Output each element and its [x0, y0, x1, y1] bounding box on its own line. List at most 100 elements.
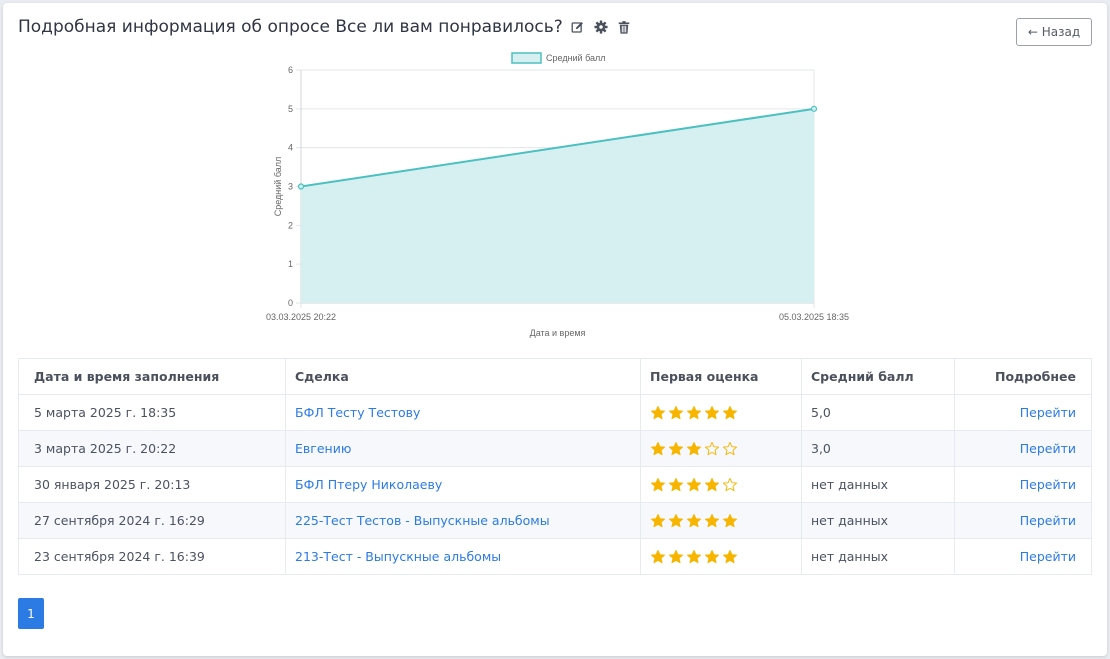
y-tick-label: 4 [288, 143, 293, 153]
row-deal-cell: 225-Тест Тестов - Выпускные альбомы [285, 502, 641, 539]
star-icon [705, 549, 719, 563]
star-icon [723, 441, 737, 455]
data-point[interactable] [297, 183, 305, 190]
row-first-rating [640, 394, 802, 431]
y-axis-title: Средний балл [273, 157, 283, 217]
details-link[interactable]: Перейти [1019, 405, 1076, 420]
line-chart: 0 1 2 3 4 5 6 03.03.2025 20:22 05.03.2025 18:35 Д… [266, 52, 849, 338]
y-tick-label: 1 [288, 259, 293, 269]
row-deal-cell: Евгению [285, 430, 641, 467]
edit-icon[interactable] [570, 19, 586, 35]
trash-icon[interactable] [616, 19, 632, 35]
star-icon [651, 477, 665, 491]
star-icon [705, 405, 719, 419]
details-link[interactable]: Перейти [1019, 549, 1076, 564]
deal-link[interactable]: БФЛ Птеру Николаеву [295, 477, 443, 492]
star-icon [687, 513, 701, 527]
star-icon [669, 513, 683, 527]
row-avg: нет данных [801, 502, 955, 539]
rating-stars [650, 405, 738, 421]
details-link[interactable]: Перейти [1019, 441, 1076, 456]
row-avg: нет данных [801, 538, 955, 575]
row-details-cell: Перейти [954, 502, 1092, 539]
row-date: 23 сентября 2024 г. 16:39 [18, 538, 286, 575]
pagination-page-button[interactable]: 1 [18, 598, 44, 629]
row-details-cell: Перейти [954, 430, 1092, 467]
star-icon [723, 477, 737, 491]
y-tick-label: 5 [288, 104, 293, 114]
row-details-cell: Перейти [954, 394, 1092, 431]
row-first-rating [640, 430, 802, 467]
col-details-header: Подробнее [954, 358, 1092, 395]
row-date: 27 сентября 2024 г. 16:29 [18, 502, 286, 539]
row-avg: 3,0 [801, 430, 955, 467]
col-deal-header: Сделка [285, 358, 641, 395]
details-link[interactable]: Перейти [1019, 513, 1076, 528]
y-tick-label: 2 [288, 220, 293, 230]
data-point[interactable] [810, 105, 818, 112]
y-tick-label: 0 [288, 298, 293, 308]
table-header-row: Дата и время заполнения Сделка Первая оц… [18, 358, 1092, 395]
chart: 0 1 2 3 4 5 6 03.03.2025 20:22 05.03.2025 18:35 Д… [258, 47, 858, 347]
star-icon [705, 441, 719, 455]
star-icon [687, 549, 701, 563]
responses-table-wrap: Дата и время заполнения Сделка Первая оц… [18, 358, 1092, 575]
back-button[interactable]: ← Назад [1016, 18, 1092, 46]
star-icon [687, 441, 701, 455]
row-details-cell: Перейти [954, 466, 1092, 503]
x-tick-label: 03.03.2025 20:22 [266, 312, 336, 322]
series-line [300, 107, 815, 188]
row-details-cell: Перейти [954, 538, 1092, 575]
row-date: 5 марта 2025 г. 18:35 [18, 394, 286, 431]
deal-link[interactable]: БФЛ Тесту Тестову [295, 405, 421, 420]
star-icon [687, 405, 701, 419]
row-first-rating [640, 538, 802, 575]
star-icon [651, 549, 665, 563]
star-icon [669, 441, 683, 455]
table-row: 23 сентября 2024 г. 16:39 213-Тест - Выпу… [18, 538, 1092, 575]
star-icon [687, 477, 701, 491]
star-icon [705, 477, 719, 491]
row-deal-cell: БФЛ Птеру Николаеву [285, 466, 641, 503]
rating-stars [650, 477, 738, 493]
table-row: 30 января 2025 г. 20:13 БФЛ Птеру Николае… [18, 466, 1092, 503]
rating-stars [650, 441, 738, 457]
gear-icon[interactable] [593, 19, 609, 35]
rating-stars [650, 513, 738, 529]
rating-stars [650, 549, 738, 565]
series-area [301, 108, 814, 303]
deal-link[interactable]: Евгению [295, 441, 352, 456]
legend-swatch[interactable] [511, 52, 542, 64]
row-deal-cell: 213-Тест - Выпускные альбомы [285, 538, 641, 575]
star-icon [651, 405, 665, 419]
y-tick-label: 6 [288, 65, 293, 75]
page-title: Подробная информация об опросе Все ли ва… [18, 17, 563, 37]
row-date: 30 января 2025 г. 20:13 [18, 466, 286, 503]
deal-link[interactable]: 225-Тест Тестов - Выпускные альбомы [295, 513, 550, 528]
y-tick-label: 3 [288, 182, 293, 192]
x-tick-label: 05.03.2025 18:35 [779, 312, 849, 322]
responses-table: Дата и время заполнения Сделка Первая оц… [18, 358, 1092, 575]
deal-link[interactable]: 213-Тест - Выпускные альбомы [295, 549, 502, 564]
table-row: 27 сентября 2024 г. 16:29 225-Тест Тестов… [18, 502, 1092, 539]
row-date: 3 марта 2025 г. 20:22 [18, 430, 286, 467]
details-link[interactable]: Перейти [1019, 477, 1076, 492]
row-first-rating [640, 466, 802, 503]
row-first-rating [640, 502, 802, 539]
table-row: 3 марта 2025 г. 20:22 Евгению 3,0 Перейти [18, 430, 1092, 467]
star-icon [705, 513, 719, 527]
legend-label: Средний балл [546, 53, 606, 63]
row-avg: 5,0 [801, 394, 955, 431]
star-icon [669, 405, 683, 419]
row-avg: нет данных [801, 466, 955, 503]
star-icon [669, 549, 683, 563]
row-deal-cell: БФЛ Тесту Тестову [285, 394, 641, 431]
star-icon [723, 405, 737, 419]
x-axis-title: Дата и время [530, 328, 586, 338]
star-icon [723, 513, 737, 527]
star-icon [651, 513, 665, 527]
page-header: Подробная информация об опросе Все ли ва… [18, 17, 632, 37]
table-row: 5 марта 2025 г. 18:35 БФЛ Тесту Тестову 5,… [18, 394, 1092, 431]
star-icon [723, 549, 737, 563]
survey-details-card: Подробная информация об опросе Все ли ва… [3, 3, 1107, 656]
